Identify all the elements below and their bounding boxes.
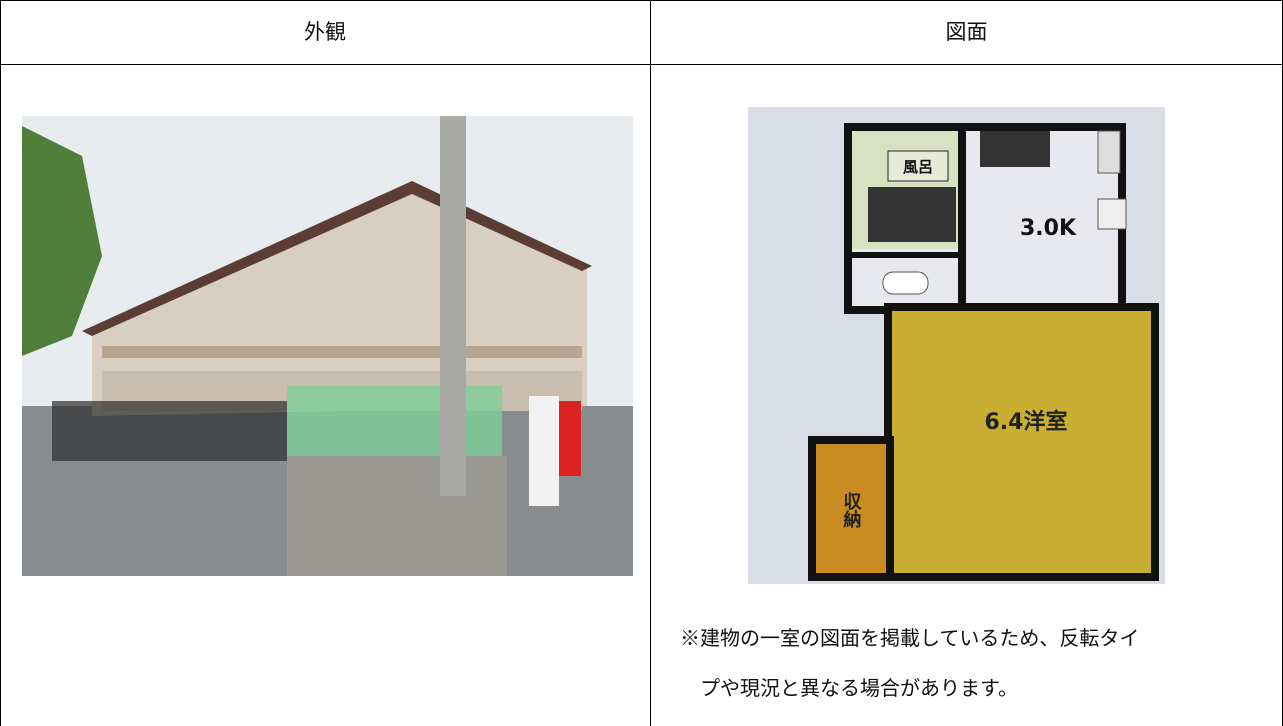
room-label: 3.0K [1020, 216, 1077, 241]
room-label: 風呂 [903, 158, 933, 176]
note-line: ※建物の一室の図面を掲載しているため、反転タイ [680, 626, 1140, 650]
border [650, 0, 651, 726]
border [0, 0, 1283, 1]
room-label: 6.4洋室 [985, 409, 1068, 435]
border [0, 64, 1283, 65]
note-line: プや現況と異なる場合があります。 [700, 676, 1018, 700]
border [0, 0, 1, 726]
header-cell: 外観 [304, 20, 346, 44]
exterior-photo [22, 116, 633, 576]
header-cell: 図面 [945, 20, 988, 44]
room-label: 収納 [841, 492, 862, 528]
floor-plan: 風呂 3.0K 6.4洋室 収納 [748, 107, 1165, 584]
